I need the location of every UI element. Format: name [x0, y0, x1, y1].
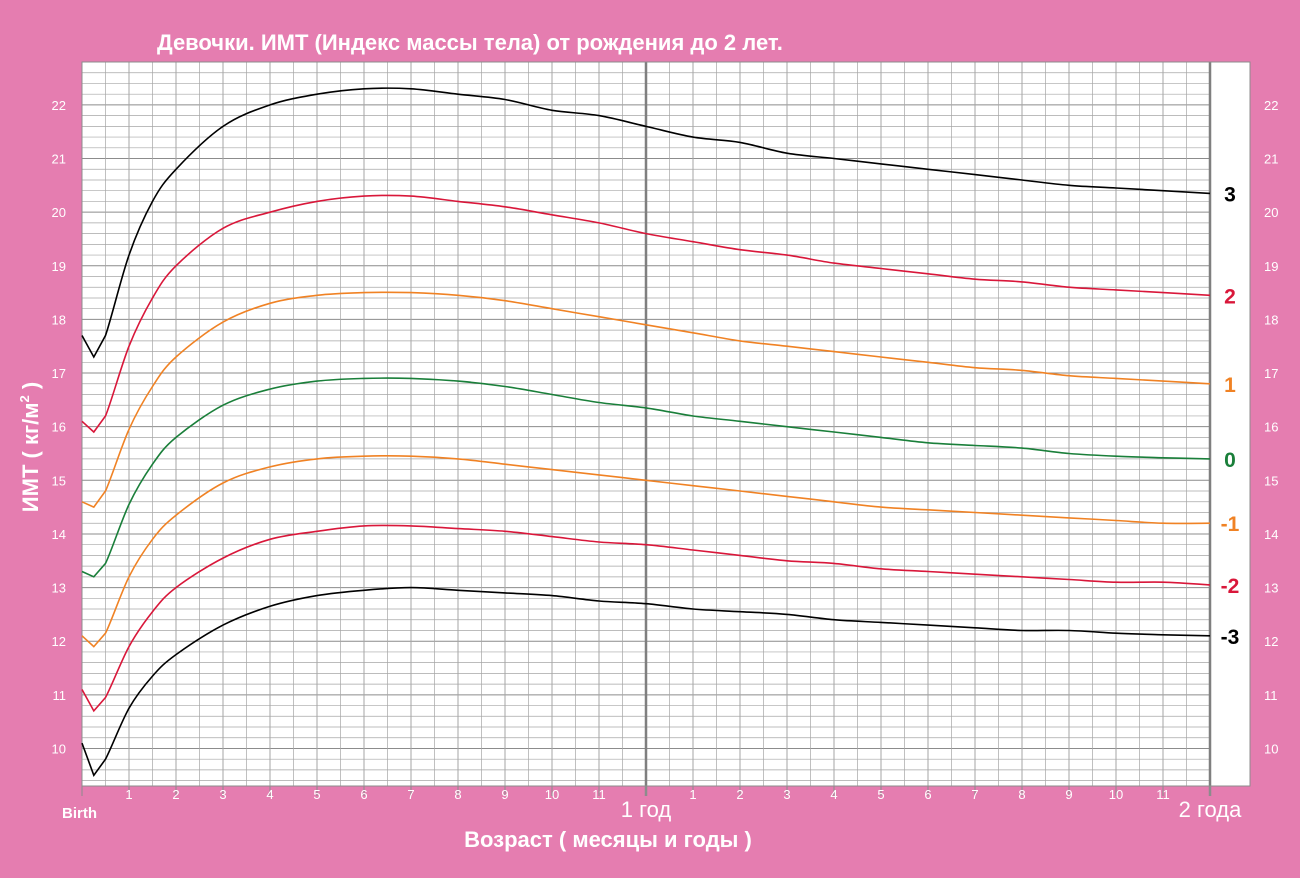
- x-tick-label-birth: Birth: [62, 805, 97, 822]
- series-label: 3: [1224, 183, 1236, 206]
- y-tick-label-right: 20: [1264, 205, 1278, 220]
- x-tick-label: 11: [1156, 787, 1170, 802]
- y-tick-label-right: 18: [1264, 312, 1278, 327]
- x-tick-label-year: 2 года: [1179, 797, 1242, 822]
- x-tick-label: 7: [971, 787, 978, 802]
- x-tick-label: 1: [689, 787, 696, 802]
- x-tick-label: 3: [783, 787, 790, 802]
- series-label: -3: [1221, 626, 1240, 649]
- y-tick-label-right: 21: [1264, 152, 1278, 167]
- y-tick-label-left: 20: [52, 205, 66, 220]
- chart-title: Девочки. ИМТ (Индекс массы тела) от рожд…: [157, 30, 783, 55]
- y-tick-label-left: 11: [53, 688, 67, 703]
- y-tick-label-right: 15: [1264, 473, 1278, 488]
- y-tick-label-left: 14: [52, 527, 66, 542]
- x-tick-label: 4: [830, 787, 837, 802]
- x-tick-label: 7: [407, 787, 414, 802]
- y-tick-label-left: 16: [52, 420, 66, 435]
- x-tick-label: 8: [1018, 787, 1025, 802]
- y-tick-label-left: 19: [52, 259, 66, 274]
- x-tick-label: 8: [454, 787, 461, 802]
- y-tick-label-right: 12: [1264, 634, 1278, 649]
- grid: [81, 61, 1212, 786]
- y-tick-label-left: 18: [52, 312, 66, 327]
- x-tick-label: 4: [266, 787, 273, 802]
- x-tick-label: 3: [219, 787, 226, 802]
- series-line--1: [81, 455, 1211, 648]
- y-tick-label-right: 16: [1264, 420, 1278, 435]
- x-tick-label: 6: [360, 787, 367, 802]
- y-tick-label-right: 11: [1264, 688, 1278, 703]
- series-label: 0: [1224, 449, 1236, 472]
- y-tick-label-right: 13: [1264, 581, 1278, 596]
- x-tick-label: 2: [736, 787, 743, 802]
- x-tick-label: 5: [877, 787, 884, 802]
- x-axis-label: Возраст ( месяцы и годы ): [464, 827, 752, 852]
- x-tick-label: 11: [592, 787, 606, 802]
- plot-area: [82, 62, 1250, 786]
- series-label: 1: [1224, 374, 1236, 397]
- series-line-1: [81, 291, 1211, 509]
- series-line-0: [81, 377, 1211, 578]
- x-tick-label: 2: [172, 787, 179, 802]
- series-line--3: [81, 586, 1211, 777]
- x-tick-label: 9: [501, 787, 508, 802]
- y-tick-label-right: 22: [1264, 98, 1278, 113]
- y-tick-label-left: 10: [52, 741, 66, 756]
- x-tick-label-year: 1 год: [621, 797, 672, 822]
- x-tick-label: 10: [545, 787, 559, 802]
- x-tick-label: 1: [125, 787, 132, 802]
- x-tick-label: 9: [1065, 787, 1072, 802]
- y-tick-label-right: 17: [1264, 366, 1278, 381]
- x-tick-label: 6: [924, 787, 931, 802]
- series-label: -2: [1221, 575, 1240, 598]
- y-tick-label-left: 22: [52, 98, 66, 113]
- y-tick-label-left: 12: [52, 634, 66, 649]
- y-axis-label-end: ): [18, 382, 43, 395]
- series-line-3: [81, 87, 1211, 359]
- y-axis-label-sup: 2: [17, 395, 32, 402]
- y-tick-label-left: 15: [52, 473, 66, 488]
- y-tick-label-left: 17: [52, 366, 66, 381]
- y-tick-label-left: 21: [52, 152, 66, 167]
- y-tick-label-right: 10: [1264, 741, 1278, 756]
- y-tick-label-left: 13: [52, 581, 66, 596]
- x-tick-label: 10: [1109, 787, 1123, 802]
- series-label: 2: [1224, 285, 1236, 308]
- x-tick-label: 5: [313, 787, 320, 802]
- y-tick-label-right: 19: [1264, 259, 1278, 274]
- y-axis-label-text: ИМТ ( кг/м: [18, 402, 43, 512]
- series-line--2: [81, 524, 1211, 713]
- series-line-2: [81, 194, 1211, 434]
- y-axis-label: ИМТ ( кг/м2 ): [17, 382, 43, 512]
- y-tick-label-right: 14: [1264, 527, 1278, 542]
- series-label: -1: [1221, 513, 1240, 536]
- plot-border: [81, 61, 1251, 787]
- series-group: 3 2 1 0 -1 -2 -3: [81, 87, 1240, 777]
